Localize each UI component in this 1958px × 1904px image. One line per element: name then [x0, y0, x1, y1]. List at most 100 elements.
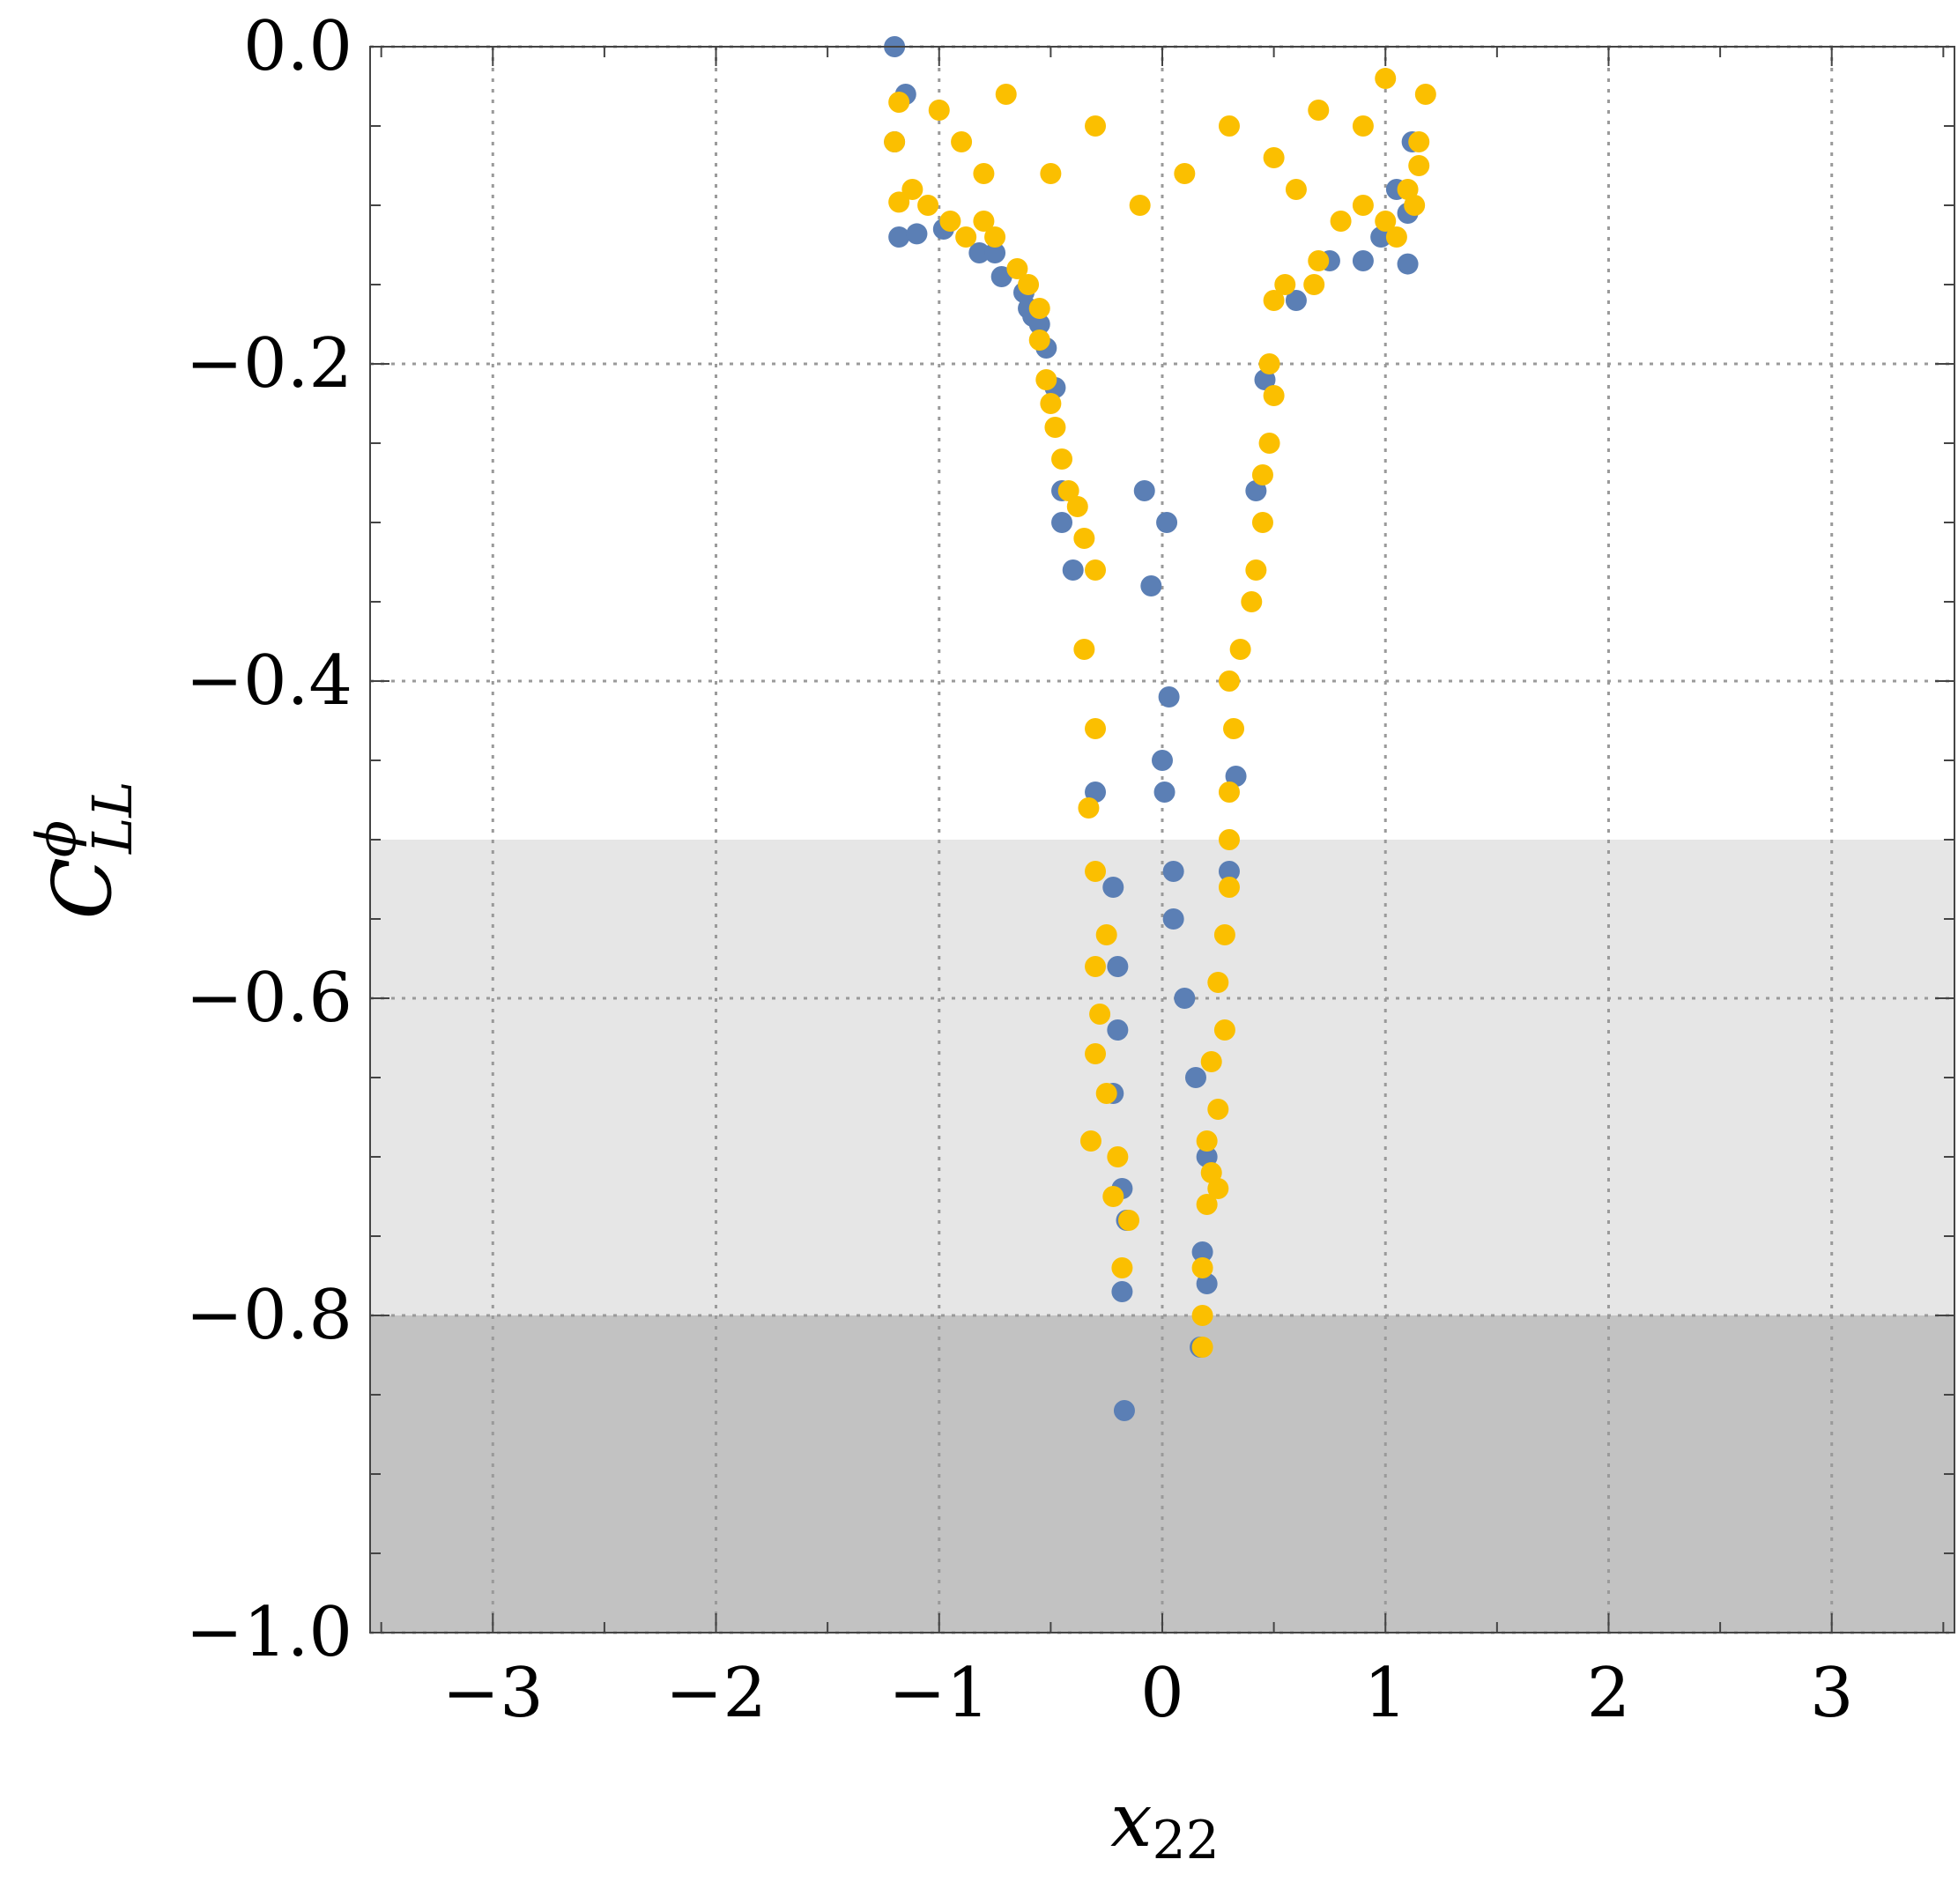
data-point-series-1 — [984, 226, 1006, 248]
data-point-series-0 — [1102, 877, 1124, 898]
y-tick-label: −0.4 — [186, 641, 352, 721]
data-point-series-0 — [888, 226, 910, 248]
data-point-series-1 — [1111, 1257, 1133, 1278]
data-point-series-0 — [1352, 250, 1374, 271]
data-point-series-0 — [1397, 253, 1419, 275]
data-point-series-1 — [1408, 131, 1430, 152]
x-tick-label: 3 — [1810, 1654, 1854, 1733]
data-point-series-1 — [1196, 1194, 1218, 1215]
data-point-series-1 — [1078, 797, 1100, 819]
data-point-series-1 — [901, 179, 923, 200]
data-point-series-1 — [928, 100, 950, 121]
data-point-series-1 — [973, 211, 995, 232]
data-point-series-1 — [1200, 1051, 1222, 1072]
x-tick-label: −3 — [442, 1654, 544, 1733]
data-point-series-1 — [973, 163, 995, 184]
data-point-series-1 — [1330, 211, 1352, 232]
data-point-series-0 — [1062, 559, 1084, 581]
data-point-series-1 — [1028, 330, 1050, 351]
data-point-series-1 — [1196, 1130, 1218, 1152]
data-point-series-1 — [1118, 1210, 1140, 1231]
x-axis-title-sub: 22 — [1153, 1810, 1220, 1871]
data-point-series-1 — [1408, 155, 1430, 176]
y-tick-labels: 0.0 −0.2 −0.4 −0.6 −0.8 −1.0 — [186, 7, 352, 1672]
data-point-series-1 — [1200, 1162, 1222, 1183]
data-point-series-1 — [1258, 353, 1280, 374]
data-point-series-0 — [984, 242, 1006, 263]
data-point-series-1 — [1352, 195, 1374, 216]
data-point-series-1 — [1207, 1099, 1229, 1120]
data-point-series-1 — [1308, 250, 1330, 271]
data-point-series-1 — [888, 191, 910, 213]
data-point-series-1 — [1263, 290, 1285, 311]
data-point-series-1 — [1191, 1257, 1213, 1278]
data-point-series-0 — [1152, 750, 1173, 771]
data-point-series-0 — [1133, 480, 1155, 501]
data-point-series-1 — [1191, 1305, 1213, 1326]
data-point-series-1 — [1057, 480, 1079, 501]
data-point-series-1 — [1404, 195, 1426, 216]
data-point-series-1 — [1241, 591, 1263, 612]
y-axis-title-base: C — [35, 857, 130, 919]
data-point-series-1 — [888, 92, 910, 113]
data-point-series-1 — [1095, 1083, 1117, 1104]
data-point-series-0 — [1245, 480, 1267, 501]
data-point-series-1 — [1085, 956, 1107, 977]
data-point-series-1 — [1006, 258, 1028, 279]
data-point-series-1 — [1102, 1186, 1124, 1207]
data-point-series-0 — [1184, 1067, 1206, 1088]
x-tick-label: −2 — [665, 1654, 767, 1733]
data-point-series-1 — [951, 131, 973, 152]
data-point-series-1 — [1028, 298, 1050, 319]
data-point-series-0 — [1051, 512, 1073, 533]
data-point-series-1 — [1085, 115, 1107, 137]
data-point-series-0 — [1107, 956, 1129, 977]
data-point-series-0 — [1156, 512, 1178, 533]
data-point-series-0 — [1158, 686, 1180, 708]
data-point-series-1 — [1218, 782, 1240, 803]
data-point-series-1 — [1414, 84, 1436, 105]
x-axis-title: x22 — [1110, 1777, 1220, 1871]
y-axis-title-sup: ϕ — [24, 820, 88, 857]
data-point-series-1 — [1303, 274, 1325, 295]
y-tick-label: −0.2 — [186, 324, 352, 404]
data-point-series-0 — [1153, 782, 1176, 803]
data-point-series-1 — [1051, 448, 1073, 470]
data-point-series-0 — [1111, 1281, 1133, 1302]
data-point-series-0 — [1225, 766, 1247, 787]
y-axis-title-sub: LL — [80, 781, 145, 854]
data-point-series-1 — [1207, 1178, 1229, 1199]
data-point-series-1 — [1223, 718, 1245, 739]
data-point-series-1 — [1085, 861, 1107, 882]
grid-lines — [370, 45, 1954, 1634]
data-point-series-0 — [1028, 314, 1050, 335]
data-point-series-1 — [1085, 1043, 1107, 1064]
data-point-series-1 — [1258, 433, 1280, 454]
data-point-series-0 — [1174, 988, 1196, 1009]
data-point-series-1 — [1285, 179, 1307, 200]
data-point-series-1 — [1213, 924, 1235, 945]
x-axis-title-base: x — [1110, 1777, 1152, 1863]
data-point-series-0 — [1254, 369, 1276, 390]
data-point-series-1 — [1308, 100, 1330, 121]
data-point-series-1 — [917, 195, 939, 216]
x-tick-label: 1 — [1363, 1654, 1407, 1733]
data-point-series-1 — [884, 131, 906, 152]
data-point-series-1 — [1229, 639, 1251, 660]
data-point-series-1 — [1251, 512, 1273, 533]
data-point-series-1 — [1218, 670, 1240, 692]
x-tick-label: −1 — [888, 1654, 990, 1733]
data-point-series-1 — [1085, 718, 1107, 739]
data-point-series-1 — [1263, 385, 1285, 406]
data-point-series-1 — [1251, 464, 1273, 485]
data-point-series-1 — [1375, 68, 1397, 89]
data-point-series-1 — [1397, 179, 1419, 200]
data-point-series-0 — [1162, 861, 1184, 882]
data-point-series-1 — [955, 226, 977, 248]
data-point-series-1 — [1085, 559, 1107, 581]
data-point-series-0 — [1370, 226, 1392, 248]
y-tick-label: −1.0 — [186, 1593, 352, 1672]
data-point-series-0 — [968, 242, 990, 263]
data-point-series-0 — [990, 266, 1012, 287]
